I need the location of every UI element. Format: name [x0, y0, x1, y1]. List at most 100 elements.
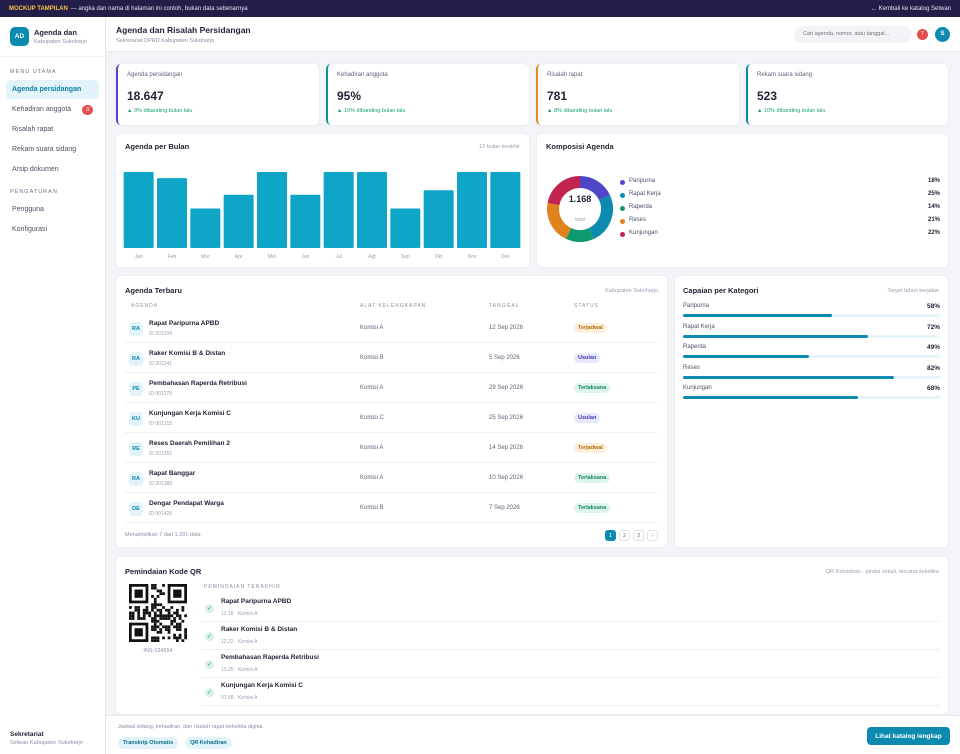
sidebar-item-arsip[interactable]: Arsip dokumen: [6, 160, 99, 179]
legend-label: Raperda: [629, 204, 653, 210]
agenda-date: 10 Sep 2026: [489, 475, 524, 481]
progress-fill: [683, 334, 869, 338]
legend-swatch: [620, 193, 625, 198]
view-catalog-button[interactable]: Lihat katalog lengkap: [867, 727, 950, 745]
sidebar-item-risalah[interactable]: Risalah rapat: [6, 120, 99, 139]
scan-item[interactable]: ✓ Pembahasan Raperda Retribusi 13.25 · Kom…: [202, 650, 940, 678]
agenda-id: ID 001352: [149, 451, 173, 457]
brand[interactable]: AD Agenda dan Kabupaten Sukoharjo: [0, 17, 105, 57]
legend-label: Paripurna: [629, 178, 656, 184]
sidebar-item-agenda[interactable]: Agenda persidangan: [6, 80, 99, 99]
agenda-committee: Komisi A: [360, 325, 384, 331]
card-subtitle: Target tahun berjalan: [887, 288, 939, 294]
table-row[interactable]: RA Rapat Banggar ID 001389 Komisi A 10 Sep 2…: [125, 463, 658, 493]
table-row[interactable]: RA Rapat Paripurna APBD ID 001204 Komisi A 1…: [125, 313, 658, 343]
column-header: ALAT KELENGKAPAN: [360, 303, 427, 309]
check-icon: ✓: [205, 604, 214, 613]
donut-slice: [547, 202, 572, 239]
back-to-catalog-link[interactable]: ← Kembali ke katalog Setwan: [870, 5, 951, 12]
qr-code-id: INS-124554: [143, 648, 173, 654]
legend-swatch: [620, 219, 625, 224]
legend-value: 21%: [927, 217, 940, 223]
sidebar-item-label: Kehadiran anggota: [12, 106, 72, 113]
banner-text: — angka dan nama di halaman ini contoh, …: [70, 5, 248, 12]
sidebar-item-konfigurasi[interactable]: Konfigurasi: [6, 220, 99, 239]
bar: [323, 172, 354, 248]
table-row[interactable]: DE Dengar Pendapat Warga ID 001426 Komisi B…: [125, 493, 658, 523]
avatar[interactable]: S: [935, 26, 950, 42]
progress-value: 68%: [926, 385, 940, 392]
card-title: Capaian per Kategori: [683, 286, 759, 295]
legend-label: Reses: [629, 217, 647, 223]
table-row[interactable]: KU Kunjungan Kerja Komisi C ID 001315 Komis…: [125, 403, 658, 433]
page-title: Agenda dan Risalah Persidangan: [116, 24, 251, 35]
agenda-name: Rapat Banggar: [149, 470, 196, 477]
scan-item[interactable]: ✓ Rapat Paripurna APBD 12.18 · Komisi A: [202, 594, 940, 622]
qr-code-image: [129, 584, 187, 642]
column-header: TANGGAL: [489, 303, 520, 309]
progress-item: Raperda 49%: [683, 344, 940, 358]
legend-item: Raperda 14%: [620, 204, 940, 217]
bar: [223, 194, 254, 248]
stat-delta: ▲ 9% dibanding bulan lalu: [127, 108, 193, 114]
brand-title: Agenda dan: [34, 28, 77, 37]
status-badge: Terlaksana: [574, 473, 611, 483]
sidebar-item-rekam-suara[interactable]: Rekam suara sidang: [6, 140, 99, 159]
legend-value: 25%: [927, 191, 940, 197]
sidebar-item-label: Risalah rapat: [12, 126, 54, 133]
agenda-id: ID 001315: [149, 421, 173, 427]
nav-section-settings: PENGATURAN: [10, 189, 58, 195]
agenda-committee: Komisi B: [360, 505, 384, 511]
table-row[interactable]: RE Reses Daerah Pemilihan 2 ID 001352 Komis…: [125, 433, 658, 463]
qr-scan-card: Pemindaian Kode QR QR Kehadiran - pindai…: [116, 557, 948, 714]
agenda-name: Rapat Paripurna APBD: [149, 320, 220, 327]
search-input[interactable]: [794, 25, 912, 43]
table-row[interactable]: RA Raker Komisi B & Distan ID 001241 Komisi…: [125, 343, 658, 373]
page-button[interactable]: 3: [633, 530, 644, 541]
app-logo: AD: [10, 27, 29, 46]
sidebar-footer-subtitle: Setwan Kabupaten Sukoharjo: [10, 740, 83, 746]
banner-message: MOCKUP TAMPILAN — angka dan nama di halam…: [9, 6, 248, 12]
page-button[interactable]: 2: [619, 530, 630, 541]
scan-item[interactable]: ✓ Raker Komisi B & Distan 12.22 · Komisi A: [202, 622, 940, 650]
progress-fill: [683, 314, 833, 317]
table-row[interactable]: PE Pembahasan Raperda Retribusi ID 001278 K…: [125, 373, 658, 403]
next-page-button[interactable]: ›: [647, 530, 658, 541]
x-tick-label: Mar: [201, 254, 210, 260]
card-title: Komposisi Agenda: [546, 142, 614, 151]
sidebar-item-pengguna[interactable]: Pengguna: [6, 200, 99, 219]
recent-agenda-table: Agenda Terbaru Kabupaten Sukoharjo AGEND…: [116, 276, 667, 547]
stat-card-risalah: Risalah rapat 781 ▲ 8% dibanding bulan l…: [536, 64, 739, 125]
status-badge: Terjadwal: [574, 323, 607, 333]
status-badge: Terlaksana: [574, 383, 611, 393]
sidebar-item-kehadiran[interactable]: Kehadiran anggota 3: [6, 100, 99, 119]
page-header: Agenda dan Risalah Persidangan Sekretari…: [106, 17, 960, 52]
x-tick-label: Jan: [135, 254, 143, 260]
status-badge: Usulan: [574, 353, 601, 363]
sidebar-footer-title: Sekretariat: [10, 731, 44, 738]
agenda-committee: Komisi C: [360, 415, 385, 421]
page-button[interactable]: 1: [605, 530, 616, 541]
legend-value: 14%: [927, 204, 940, 210]
bar: [490, 172, 521, 248]
stat-value: 95%: [337, 89, 362, 103]
agenda-initials: RA: [129, 322, 143, 336]
card-subtitle: Kabupaten Sukoharjo: [605, 288, 658, 294]
stat-label: Rekam suara sidang: [757, 72, 813, 78]
bar: [190, 208, 221, 248]
feature-chip: QR Kehadiran: [185, 737, 232, 749]
x-tick-label: Okt: [435, 254, 443, 260]
bar: [423, 190, 454, 248]
notification-badge[interactable]: 7: [917, 28, 928, 40]
category-progress-card: Capaian per Kategori Target tahun berjal…: [675, 276, 948, 547]
progress-value: 58%: [926, 303, 940, 310]
x-tick-label: Des: [501, 254, 510, 260]
bar: [457, 172, 487, 248]
x-tick-label: Jul: [335, 254, 341, 260]
progress-track: [683, 314, 940, 317]
scan-item[interactable]: ✓ Kunjungan Kerja Komisi C 07.58 · Komisi …: [202, 678, 940, 706]
pagination: 1 2 3 ›: [602, 530, 658, 541]
progress-fill: [683, 375, 894, 379]
stat-card-kehadiran: Kehadiran anggota 95% ▲ 10% dibanding bu…: [326, 64, 529, 125]
progress-fill: [683, 396, 858, 399]
